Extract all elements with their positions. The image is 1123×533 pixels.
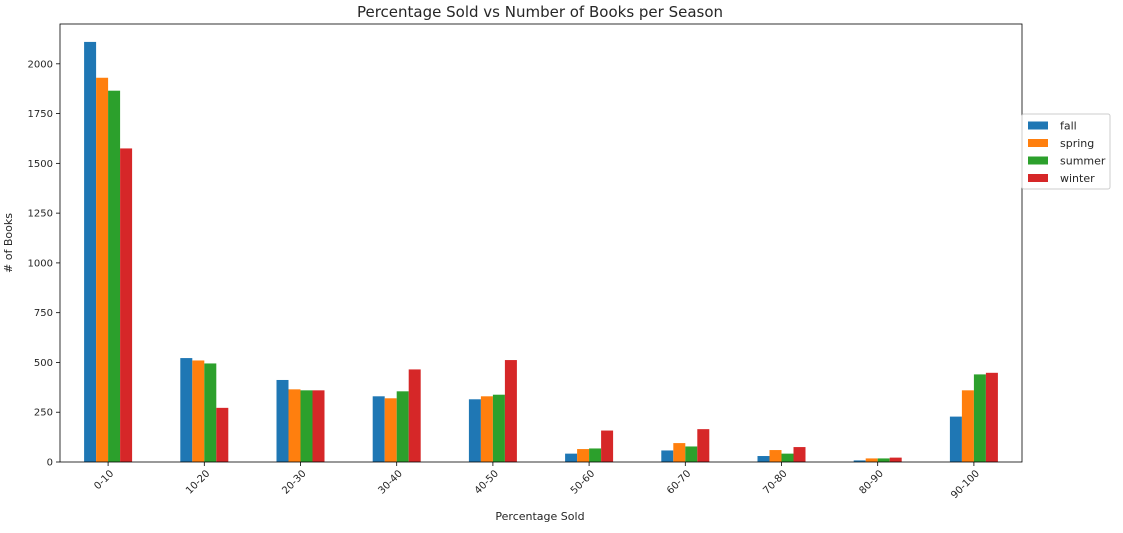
bar-summer-20-30 [300,390,313,462]
legend-frame [1021,113,1111,190]
bar-fall-20-30 [276,379,289,462]
bar-spring-60-70 [673,443,686,462]
bar-summer-30-40 [396,391,409,462]
legend: fall spring summer winter [1021,113,1111,190]
y-tick-label: 1750 [28,109,53,120]
x-axis: 0-10 10-20 20-30 30-40 40-50 50-60 60-70 70-80 8… [92,462,982,501]
x-axis-label: Percentage Sold [495,510,584,523]
bar-summer-90-100 [973,374,986,462]
x-tick-label: 70-80 [761,468,789,496]
bar-summer-0-10 [108,90,121,462]
y-tick-label: 2000 [28,59,53,70]
legend-label-spring: spring [1060,137,1094,150]
bar-winter-80-90 [889,457,902,462]
bar-fall-40-50 [468,399,481,462]
bar-spring-20-30 [288,389,301,462]
bar-winter-70-80 [793,447,806,462]
bar-fall-70-80 [757,456,770,462]
bar-winter-0-10 [120,148,133,462]
bar-fall-0-10 [84,41,97,462]
y-tick-label: 1250 [28,209,53,220]
bar-winter-20-30 [312,390,325,462]
y-axis-label: # of Books [2,213,15,273]
bar-winter-90-100 [985,372,998,462]
bar-fall-80-90 [853,460,866,462]
legend-label-winter: winter [1060,172,1095,185]
legend-label-summer: summer [1060,155,1106,168]
bar-fall-90-100 [949,416,962,462]
x-tick-label: 90-100 [949,468,982,501]
bar-spring-50-60 [577,449,590,462]
bar-spring-0-10 [96,77,109,462]
x-tick-label: 50-60 [569,468,597,496]
bar-fall-50-60 [565,453,578,462]
y-axis: 0 250 500 750 1000 1250 1500 1750 2000 [28,59,60,469]
bar-spring-80-90 [865,458,878,462]
bar-summer-10-20 [204,363,217,462]
y-tick-label: 250 [34,408,53,419]
y-tick-label: 1500 [28,159,53,170]
bar-spring-70-80 [769,450,782,462]
bar-winter-30-40 [408,369,421,462]
y-tick-label: 1000 [28,258,53,269]
bars [84,41,998,462]
bar-summer-60-70 [685,446,698,462]
x-tick-label: 10-20 [184,468,212,496]
x-tick-label: 20-30 [280,468,308,496]
y-tick-label: 500 [34,358,53,369]
bar-fall-60-70 [661,450,674,462]
legend-swatch-spring [1028,139,1048,147]
bar-spring-10-20 [192,360,205,462]
x-tick-label: 80-90 [857,468,885,496]
legend-swatch-winter [1028,174,1048,182]
bar-winter-40-50 [504,360,517,462]
legend-label-fall: fall [1060,120,1077,133]
bar-winter-10-20 [216,407,229,462]
bar-summer-70-80 [781,453,794,462]
x-tick-label: 0-10 [92,468,116,492]
bar-summer-80-90 [877,458,890,462]
x-tick-label: 40-50 [473,468,501,496]
bar-fall-10-20 [180,358,193,462]
plot-frame [59,23,1023,463]
bar-winter-50-60 [601,430,614,462]
bar-spring-30-40 [384,398,397,462]
bar-winter-60-70 [697,429,710,462]
x-tick-label: 30-40 [376,468,404,496]
bar-spring-40-50 [480,396,493,462]
chart-title: Percentage Sold vs Number of Books per S… [357,3,723,21]
x-tick-label: 60-70 [665,468,693,496]
legend-swatch-summer [1028,156,1048,165]
bar-fall-30-40 [372,396,385,462]
bar-spring-90-100 [961,390,974,462]
legend-swatch-fall [1028,121,1048,130]
bar-summer-50-60 [589,448,602,462]
bar-summer-40-50 [492,394,505,462]
y-tick-label: 0 [47,458,53,469]
y-tick-label: 750 [34,308,53,319]
